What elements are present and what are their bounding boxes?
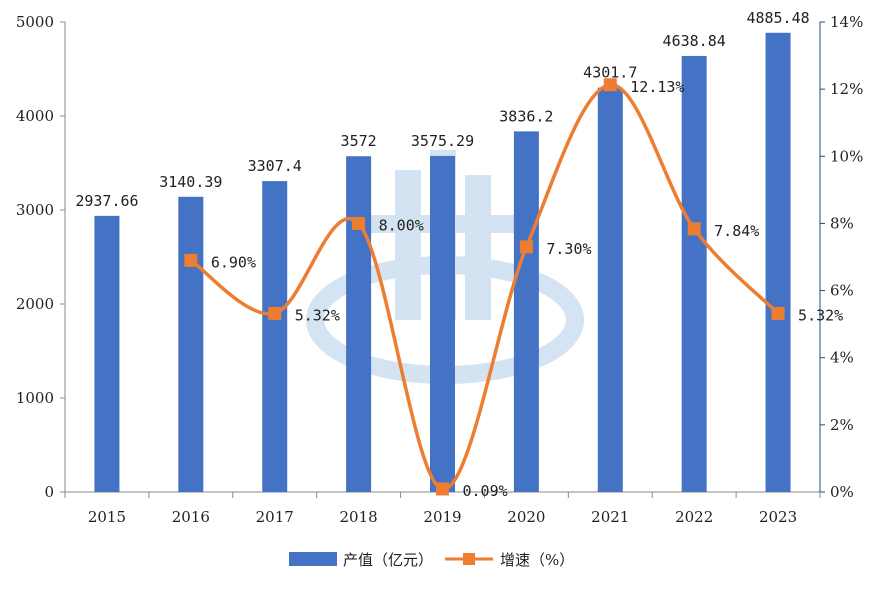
line-point-marker: [352, 216, 366, 230]
bar-value-label: 2937.66: [75, 192, 138, 210]
y-left-tick-label: 3000: [16, 201, 54, 219]
line-point-marker: [771, 306, 785, 320]
bar-value-label: 4638.84: [663, 32, 726, 50]
bar: [94, 215, 120, 492]
bar: [597, 87, 623, 492]
line-value-label: 0.09%: [463, 482, 508, 500]
line-value-label: 6.90%: [211, 253, 256, 271]
x-tick-label: 2021: [591, 508, 629, 526]
y-left-tick-label: 2000: [16, 295, 54, 313]
line-point-marker: [436, 482, 449, 496]
line-value-label: 12.13%: [630, 78, 684, 96]
x-tick-label: 2016: [172, 508, 210, 526]
x-tick-label: 2020: [507, 508, 545, 526]
bar: [346, 156, 372, 492]
y-left-tick-label: 4000: [16, 107, 54, 125]
x-tick-label: 2017: [256, 508, 294, 526]
y-right-tick-label: 10%: [830, 147, 863, 165]
y-axis-left-ticks: 0 1000 2000 3000 4000 5000: [16, 13, 65, 501]
line-value-label: 5.32%: [798, 306, 843, 324]
line-point-marker: [519, 240, 533, 254]
bar: [262, 181, 288, 492]
y-left-tick-label: 5000: [16, 13, 54, 31]
bar-value-label: 3307.4: [248, 157, 302, 175]
bar: [681, 55, 707, 493]
legend-bar-label: 产值（亿元）: [343, 551, 433, 569]
y-right-tick-label: 8%: [830, 214, 854, 232]
growth-line: [189, 83, 780, 491]
y-right-tick-label: 4%: [830, 349, 854, 367]
y-axis-right-ticks: 0% 2% 4% 6% 8% 10% 12% 14%: [820, 13, 863, 501]
y-right-tick-label: 2%: [830, 416, 854, 434]
legend-line-marker: [463, 553, 475, 565]
x-axis-ticks: 2015 2016 2017 2018 2019 2020 2021 2022 2023: [64, 492, 821, 526]
x-tick-label: 2018: [340, 508, 378, 526]
line-point-marker: [603, 78, 617, 92]
y-right-tick-label: 14%: [830, 13, 863, 31]
x-tick-label: 2019: [423, 508, 461, 526]
line-value-label: 8.00%: [379, 216, 424, 234]
bar-value-label: 3836.2: [499, 107, 553, 125]
bar: [513, 131, 539, 492]
line-point-marker: [268, 306, 282, 320]
y-right-tick-label: 12%: [830, 80, 863, 98]
x-tick-label: 2023: [759, 508, 797, 526]
x-tick-label: 2022: [675, 508, 713, 526]
bar: [765, 32, 791, 492]
y-left-tick-label: 0: [44, 483, 54, 501]
bar-value-label: 4301.7: [583, 64, 637, 82]
bar-value-label: 4885.48: [746, 9, 809, 27]
legend-line-label: 增速（%）: [500, 551, 574, 569]
line-point-marker: [687, 222, 701, 236]
bar-value-label: 3572: [341, 132, 377, 150]
bar: [430, 155, 455, 493]
x-tick-label: 2015: [88, 508, 126, 526]
bar-value-label: 3575.29: [411, 132, 474, 150]
bar-series: [94, 32, 791, 493]
line-data-labels: 6.90% 5.32% 8.00% 0.09% 7.30% 12.13% 7.84% 5.32…: [211, 78, 843, 500]
bar-data-labels: 2937.66 3140.39 3307.4 3572 3575.29 3836.2 430…: [75, 9, 809, 210]
y-right-tick-label: 6%: [830, 282, 854, 300]
bar: [178, 196, 204, 492]
line-point-marker: [184, 253, 198, 267]
line-value-label: 7.84%: [714, 222, 759, 240]
line-series: [184, 78, 785, 496]
bar-value-label: 3140.39: [159, 173, 222, 191]
legend: 产值（亿元） 增速（%）: [289, 551, 574, 569]
legend-bar-swatch: [289, 552, 337, 566]
y-right-tick-label: 0%: [830, 483, 854, 501]
line-value-label: 5.32%: [295, 306, 340, 324]
y-left-tick-label: 1000: [16, 389, 54, 407]
line-value-label: 7.30%: [546, 240, 591, 258]
